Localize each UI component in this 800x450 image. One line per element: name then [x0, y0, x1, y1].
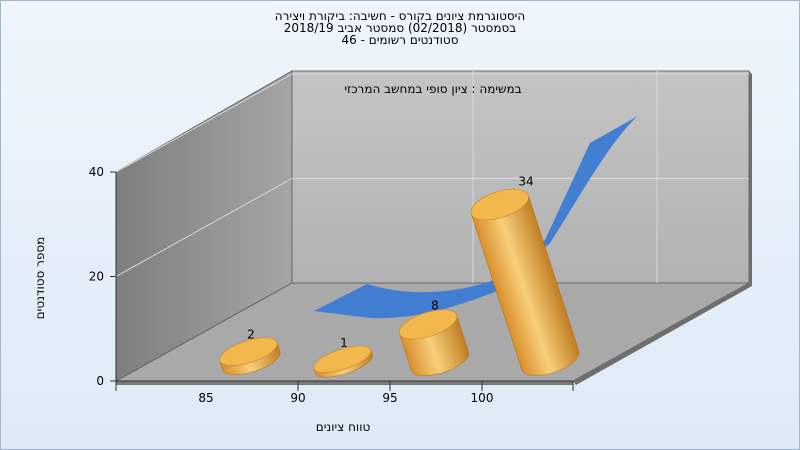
y-tick-label-2: 40	[89, 165, 104, 179]
axes: 0 20 40 85 90 95 100	[89, 165, 574, 405]
title-line-2: בסמסטר (02/2018) סמסטר אביב 2018/19	[283, 21, 517, 35]
grid-line-side-2	[115, 73, 293, 173]
bar-1	[313, 345, 373, 378]
wall-edge-right	[749, 71, 752, 286]
grid-lines	[115, 71, 749, 283]
chart-title: היסטוגרמת ציונים בקורס - חשיבה: ביקורת ו…	[0, 10, 800, 46]
y-tick-label-1: 20	[89, 270, 104, 284]
y-axis-label: מספר סטודנטים	[33, 236, 47, 320]
x-tick-label-3: 100	[471, 391, 494, 405]
bar-top-3	[470, 188, 529, 221]
distribution-curve	[314, 116, 638, 319]
title-line-3: סטודנטים רשומים - 46	[341, 33, 459, 47]
bar-label-3: 34	[518, 175, 533, 189]
chart-subtitle: במשימה : ציון סופי במחשב המרכזי	[344, 82, 522, 96]
floor-edge-right	[573, 283, 752, 385]
bar-2	[398, 309, 470, 377]
x-tick-label-2: 95	[382, 391, 397, 405]
bar-top-1	[313, 345, 372, 373]
bar-top-0	[219, 337, 278, 366]
bar-label-0: 2	[247, 327, 255, 341]
grid-line-side-1	[115, 178, 293, 277]
bars	[219, 188, 580, 378]
x-tick-label-1: 90	[290, 391, 305, 405]
floor-edge	[116, 381, 573, 385]
x-tick-label-0: 85	[198, 391, 213, 405]
bar-label-1: 1	[340, 336, 348, 350]
x-axis-label: טווח ציונים	[315, 420, 371, 434]
bar-0	[219, 337, 281, 376]
bar-label-2: 8	[431, 299, 439, 313]
bar-body-3	[470, 194, 580, 376]
curve-layer	[314, 116, 638, 319]
title-line-1: היסטוגרמת ציונים בקורס - חשיבה: ביקורת ו…	[274, 9, 526, 23]
bar-3	[470, 188, 580, 376]
bar-top-2	[398, 309, 458, 340]
y-tick-label-0: 0	[96, 374, 104, 388]
